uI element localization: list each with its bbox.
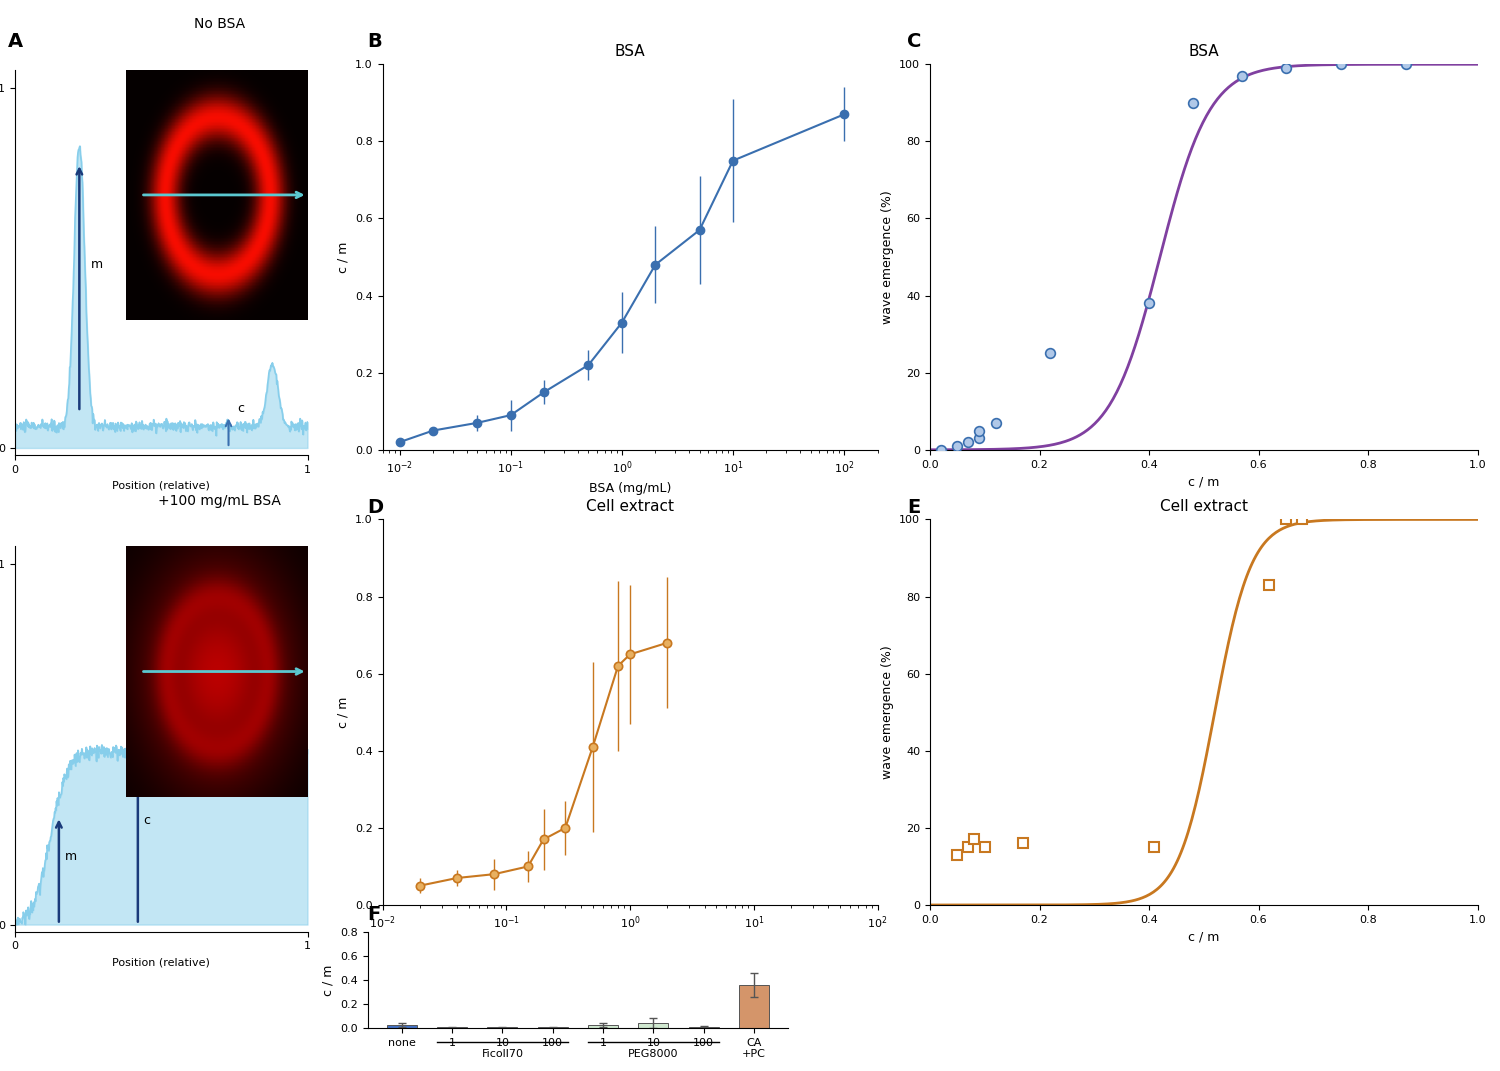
Bar — [387, 1025, 417, 1028]
Text: D: D — [368, 498, 384, 517]
Bar — [639, 1023, 669, 1028]
X-axis label: Macromolecules in cell extract (mg/mL): Macromolecules in cell extract (mg/mL) — [506, 937, 754, 950]
Text: No BSA: No BSA — [194, 17, 246, 31]
X-axis label: Position (relative): Position (relative) — [112, 957, 210, 967]
Text: m: m — [92, 258, 104, 271]
Text: F: F — [368, 905, 381, 924]
Y-axis label: c / m: c / m — [336, 696, 350, 728]
Title: BSA: BSA — [615, 44, 645, 59]
X-axis label: c / m: c / m — [1188, 931, 1219, 944]
Text: PEG8000: PEG8000 — [628, 1050, 678, 1059]
Y-axis label: c / m: c / m — [321, 964, 334, 996]
Title: Cell extract: Cell extract — [1160, 499, 1248, 514]
Text: +100 mg/mL BSA: +100 mg/mL BSA — [159, 494, 280, 508]
Y-axis label: c / m: c / m — [336, 241, 350, 273]
Title: BSA: BSA — [1188, 44, 1219, 59]
Bar — [688, 1027, 718, 1028]
Text: C: C — [908, 32, 922, 51]
Bar — [740, 985, 770, 1028]
Y-axis label: wave emergence (%): wave emergence (%) — [880, 191, 894, 323]
X-axis label: BSA (mg/mL): BSA (mg/mL) — [590, 482, 670, 495]
Text: B: B — [368, 32, 382, 51]
Text: c: c — [144, 814, 150, 827]
Text: Ficoll70: Ficoll70 — [482, 1050, 524, 1059]
Bar — [588, 1025, 618, 1028]
Text: m: m — [64, 849, 76, 863]
Text: E: E — [908, 498, 921, 517]
Text: A: A — [8, 32, 22, 51]
X-axis label: c / m: c / m — [1188, 476, 1219, 488]
Title: Cell extract: Cell extract — [586, 499, 674, 514]
X-axis label: Position (relative): Position (relative) — [112, 481, 210, 491]
Y-axis label: wave emergence (%): wave emergence (%) — [880, 646, 894, 779]
Text: c: c — [237, 402, 244, 414]
